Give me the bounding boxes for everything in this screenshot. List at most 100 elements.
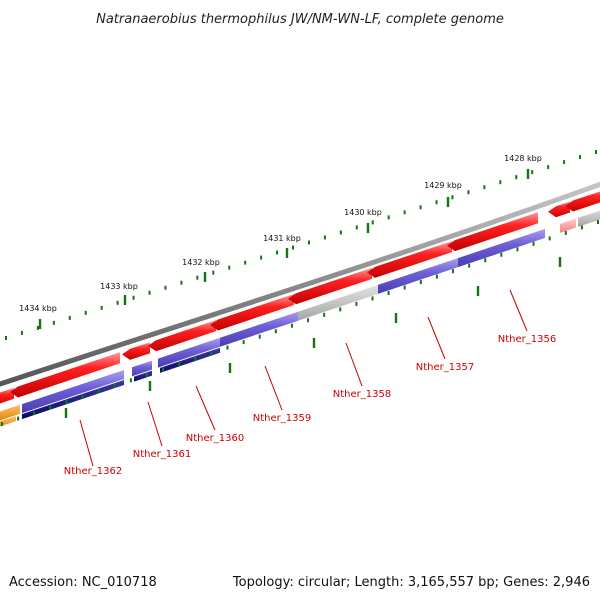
inner-dot bbox=[258, 334, 261, 339]
kbp-tick bbox=[203, 272, 207, 282]
cds-nther-1361 bbox=[122, 342, 150, 360]
scale-dot bbox=[196, 275, 199, 280]
inner-dot bbox=[178, 361, 181, 366]
inner-dot bbox=[113, 383, 116, 388]
inner-dot bbox=[548, 236, 551, 241]
accession-text: Accession: NC_010718 bbox=[9, 575, 157, 590]
scale-dot bbox=[5, 336, 7, 340]
cog-navy-1360 bbox=[160, 347, 220, 373]
gene-label[interactable]: Nther_1358 bbox=[333, 389, 391, 400]
inner-dot bbox=[371, 296, 374, 301]
kbp-tick bbox=[366, 223, 370, 233]
scale-dot bbox=[419, 205, 422, 210]
genome-backbone bbox=[0, 181, 600, 387]
scale-dot bbox=[116, 300, 119, 305]
gene-label[interactable]: Nther_1356 bbox=[498, 334, 556, 345]
cog-orange bbox=[0, 404, 20, 421]
inner-tick bbox=[312, 338, 316, 348]
leader-line bbox=[345, 342, 363, 387]
cog-segment-edge bbox=[578, 210, 600, 227]
inner-dot bbox=[145, 372, 148, 377]
scale-dot bbox=[451, 195, 454, 200]
inner-dot bbox=[226, 345, 229, 350]
inner-tick bbox=[558, 257, 562, 267]
cog-nther-1358 bbox=[298, 284, 378, 321]
scale-dot bbox=[292, 245, 295, 250]
inner-dot bbox=[516, 247, 519, 252]
cog-segment-right bbox=[560, 218, 576, 233]
inner-dot bbox=[242, 340, 245, 345]
cds-nther-1362 bbox=[10, 352, 120, 398]
kbp-label: 1431 kbp bbox=[263, 234, 301, 243]
scale-dot bbox=[595, 150, 597, 154]
kbp-tick bbox=[285, 248, 289, 258]
inner-dot bbox=[194, 356, 197, 361]
gene-label[interactable]: Nther_1359 bbox=[253, 413, 311, 424]
inner-dot bbox=[274, 329, 277, 334]
leader-line bbox=[147, 401, 163, 447]
scale-dot bbox=[371, 220, 374, 225]
inner-dot bbox=[290, 323, 293, 328]
scale-dot bbox=[84, 310, 87, 315]
scale-dot bbox=[212, 270, 215, 275]
inner-dot-track bbox=[1, 220, 599, 426]
scale-dot bbox=[20, 330, 23, 335]
scale-dot bbox=[244, 260, 247, 265]
inner-dot bbox=[339, 307, 342, 312]
scale-dot bbox=[499, 180, 502, 185]
kbp-label: 1428 kbp bbox=[504, 154, 542, 163]
gene-label[interactable]: Nther_1357 bbox=[416, 362, 474, 373]
kbp-tick bbox=[38, 319, 42, 329]
scale-dot bbox=[467, 190, 470, 195]
scale-dot bbox=[355, 225, 358, 230]
inner-dot bbox=[484, 258, 487, 263]
scale-dot bbox=[228, 265, 231, 270]
inner-dot bbox=[500, 252, 503, 257]
map-title: Natranaerobius thermophilus JW/NM-WN-LF,… bbox=[96, 12, 504, 27]
kbp-tick bbox=[446, 197, 450, 207]
scale-dot bbox=[547, 165, 550, 170]
kbp-tick bbox=[526, 169, 530, 179]
scale-dot bbox=[164, 285, 167, 290]
inner-dot bbox=[597, 220, 599, 224]
cds-segment bbox=[0, 387, 14, 404]
inner-dot bbox=[49, 405, 52, 410]
scale-dot bbox=[260, 255, 263, 260]
scale-dot bbox=[180, 280, 183, 285]
gene-label[interactable]: Nther_1360 bbox=[186, 433, 244, 444]
gene-label[interactable]: Nther_1362 bbox=[64, 466, 122, 477]
inner-dot bbox=[1, 422, 3, 426]
inner-tick bbox=[476, 286, 480, 296]
label-leader-lines bbox=[79, 289, 528, 467]
cds-segment-edge bbox=[565, 191, 600, 212]
inner-tick bbox=[64, 408, 68, 418]
inner-dot bbox=[355, 301, 358, 306]
cds-nther-1357 bbox=[367, 241, 452, 278]
kbp-tick-marks bbox=[38, 169, 530, 329]
scale-dot bbox=[483, 185, 486, 190]
leader-line bbox=[509, 289, 528, 332]
inner-dot bbox=[210, 351, 213, 356]
cds-nther-1358 bbox=[288, 267, 372, 305]
kbp-label: 1429 kbp bbox=[424, 181, 462, 190]
inner-dot bbox=[129, 378, 132, 383]
scale-dot-track bbox=[5, 150, 597, 340]
kbp-label: 1433 kbp bbox=[100, 282, 138, 291]
cds-nther-1360 bbox=[148, 320, 216, 352]
inner-dot bbox=[81, 394, 84, 399]
scale-dot bbox=[307, 240, 310, 245]
cog-nther-1361 bbox=[132, 360, 152, 377]
gene-label[interactable]: Nther_1361 bbox=[133, 449, 191, 460]
scale-dot bbox=[515, 175, 518, 180]
scale-dot bbox=[531, 170, 534, 175]
cog-nther-1356 bbox=[458, 228, 545, 268]
gene-labels: Nther_1362 Nther_1361 Nther_1360 Nther_1359… bbox=[64, 334, 556, 477]
cog-nther-1362 bbox=[22, 370, 124, 414]
cog-orange-lower bbox=[0, 416, 16, 427]
scale-dot bbox=[132, 295, 135, 300]
scale-dot bbox=[36, 325, 39, 330]
inner-tick bbox=[228, 363, 232, 373]
inner-dot bbox=[452, 269, 455, 274]
scale-dot bbox=[323, 235, 326, 240]
scale-dot bbox=[563, 160, 566, 165]
